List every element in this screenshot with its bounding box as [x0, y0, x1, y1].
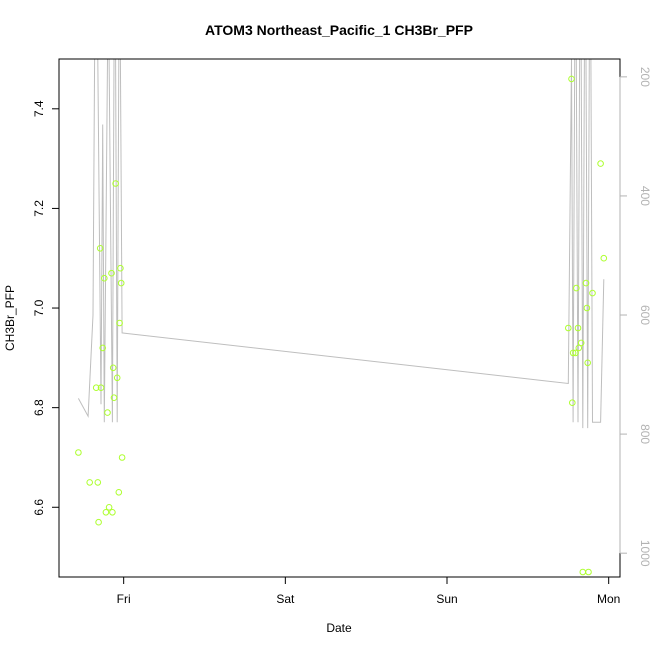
right-y-axis: 200 400 600 800 1000 [619, 67, 650, 567]
x-tick-label: Mon [597, 592, 620, 606]
data-point [600, 254, 608, 262]
data-point [92, 384, 100, 392]
data-point [117, 264, 124, 272]
data-point [583, 304, 591, 312]
data-point [118, 454, 126, 461]
plot-area [75, 59, 608, 576]
data-point [116, 319, 123, 327]
data-point [115, 489, 123, 496]
data-point [574, 324, 582, 332]
data-point [108, 269, 115, 277]
data-point [585, 568, 592, 576]
y-tick-label: 6.6 [32, 499, 46, 516]
x-axis-label: Date [326, 621, 352, 635]
data-point [565, 324, 572, 332]
data-point [572, 349, 579, 357]
data-point [582, 279, 590, 287]
y-tick-label: 6.8 [32, 399, 46, 416]
y-axis: 6.6 6.8 7.0 7.2 7.4 [32, 100, 60, 516]
data-point [568, 75, 575, 83]
data-point [99, 344, 106, 352]
right-y-tick-label: 400 [638, 186, 650, 206]
y-tick-label: 7.4 [32, 100, 46, 117]
data-point [112, 180, 119, 187]
data-point [577, 339, 585, 347]
data-point [94, 479, 102, 486]
y-axis-label: CH3Br_PFP [3, 285, 17, 351]
right-y-tick-label: 1000 [638, 540, 650, 567]
x-axis: Fri Sat Sun Mon [117, 576, 620, 606]
data-point [95, 518, 102, 526]
right-y-tick-label: 200 [638, 67, 650, 87]
plot-frame [58, 58, 621, 578]
data-point [97, 384, 105, 392]
right-y-tick-label: 800 [638, 424, 650, 444]
data-point [117, 279, 125, 287]
data-point [109, 364, 117, 372]
data-point [75, 449, 82, 456]
y-tick-label: 7.2 [32, 200, 46, 217]
x-tick-label: Fri [117, 592, 131, 606]
x-tick-label: Sun [436, 592, 457, 606]
data-point [105, 504, 113, 511]
data-point [579, 568, 587, 576]
x-tick-label: Sat [276, 592, 295, 606]
data-point [110, 394, 118, 402]
data-point [104, 409, 111, 416]
data-point [584, 359, 592, 367]
data-point [573, 284, 580, 292]
series-line [77, 59, 605, 429]
data-point [96, 245, 104, 252]
data-point [101, 274, 108, 282]
data-point [597, 160, 604, 167]
data-point [86, 479, 93, 486]
data-point [102, 509, 110, 516]
right-y-tick-label: 600 [638, 305, 650, 325]
data-point [109, 509, 116, 516]
data-point [569, 399, 576, 407]
data-point [113, 374, 121, 382]
data-point [589, 289, 596, 297]
y-tick-label: 7.0 [32, 299, 46, 316]
data-point [569, 349, 577, 357]
chart-title: ATOM3 Northeast_Pacific_1 CH3Br_PFP [205, 22, 473, 38]
